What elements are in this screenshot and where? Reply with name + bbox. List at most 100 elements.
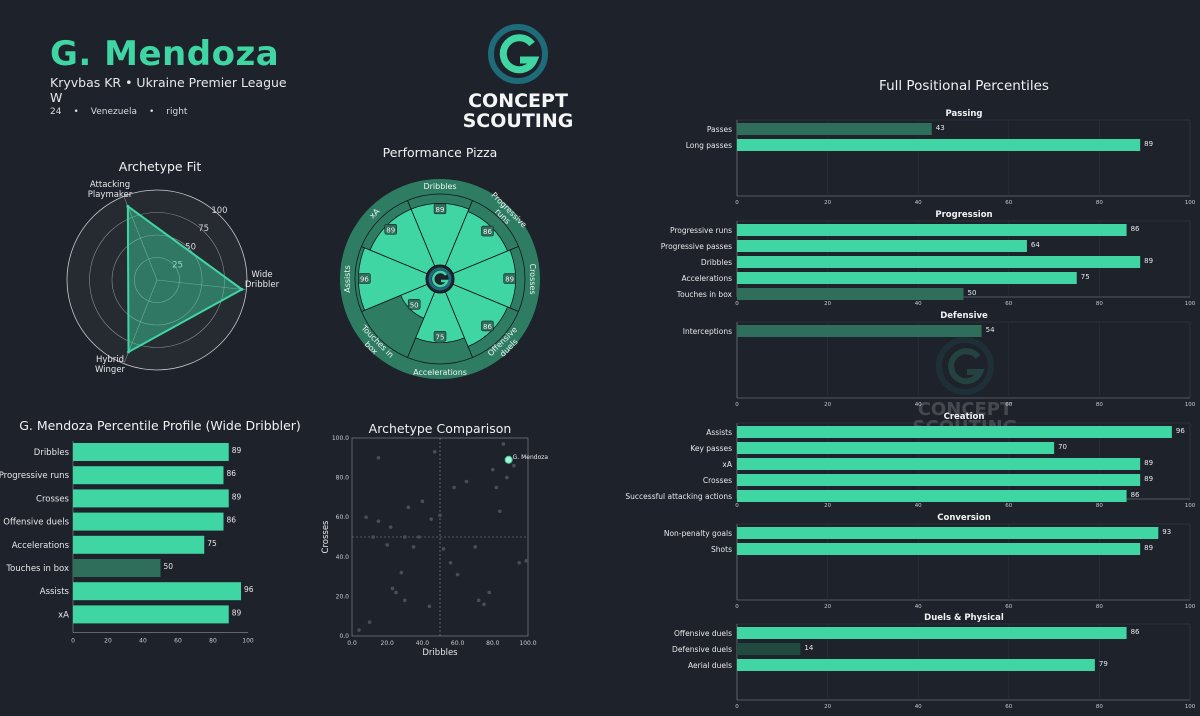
- performance-pizza-chart: Performance Pizza89Dribbles86Progressive…: [340, 145, 540, 379]
- scatter-xlabel: Dribbles: [422, 648, 458, 658]
- full-category-label: Successful attacking actions: [625, 492, 732, 501]
- scatter-x-tick: 0.0: [347, 640, 357, 647]
- profile-bar: [73, 605, 229, 624]
- full-tick-label: 60: [1005, 200, 1012, 206]
- full-group-title: Progression: [935, 210, 992, 220]
- scatter-point: [390, 586, 395, 591]
- profile-bar: [73, 443, 229, 461]
- full-category-label: xA: [722, 460, 732, 469]
- full-tick-label: 0: [735, 604, 739, 610]
- full-tick-label: 20: [824, 704, 831, 710]
- scatter-point: [385, 543, 389, 547]
- profile-value-label: 75: [207, 539, 217, 548]
- full-category-label: Progressive passes: [661, 242, 732, 251]
- full-tick-label: 20: [824, 200, 831, 206]
- full-bar: [737, 659, 1095, 671]
- full-tick-label: 20: [824, 301, 831, 307]
- scatter-point: [476, 598, 481, 603]
- watermark-word-1: CONCEPT: [918, 399, 1013, 420]
- scatter-point: [403, 598, 407, 603]
- pizza-value-box: [481, 320, 494, 332]
- profile-tick-label: 80: [209, 638, 217, 645]
- profile-bar: [73, 489, 229, 508]
- profile-value-label: 89: [232, 608, 242, 617]
- full-tick-label: 100: [1185, 503, 1196, 509]
- scatter-point: [371, 535, 375, 539]
- full-bar: [737, 490, 1127, 502]
- separator-dot: •: [148, 107, 155, 117]
- full-bar: [737, 139, 1141, 151]
- radar-ring-label: 100: [211, 206, 227, 216]
- profile-bar: [73, 512, 224, 531]
- pizza-value-box: [384, 224, 398, 235]
- full-tick-label: 40: [915, 604, 922, 610]
- profile-category-label: Accelerations: [12, 541, 70, 551]
- pizza-value-box: [433, 203, 447, 215]
- full-bar: [737, 474, 1141, 486]
- full-tick-label: 20: [824, 604, 831, 610]
- logo-word-1: CONCEPT: [468, 90, 568, 112]
- scatter-point: [357, 628, 361, 632]
- scatter-point: [441, 547, 446, 551]
- full-tick-label: 60: [1005, 604, 1012, 610]
- full-tick-label: 40: [915, 503, 922, 509]
- player-meta: 24 • Venezuela • right: [50, 107, 199, 117]
- full-tick-label: 20: [824, 402, 831, 408]
- radar-axis-label-line: Attacking: [90, 180, 130, 190]
- full-category-label: Offensive duels: [674, 629, 732, 638]
- scatter-point: [432, 450, 437, 454]
- full-category-label: Passes: [707, 125, 732, 134]
- full-category-label: Crosses: [703, 476, 732, 485]
- full-value-label: 89: [1144, 459, 1153, 467]
- radar-ring-label: 25: [172, 261, 183, 271]
- full-tick-label: 100: [1185, 301, 1196, 307]
- profile-category-label: Assists: [40, 587, 70, 597]
- player-nationality: Venezuela: [90, 107, 137, 117]
- full-bar: [737, 643, 801, 655]
- full-value-label: 50: [968, 289, 977, 297]
- pizza-slice-label-line: Dribbles: [423, 182, 456, 191]
- pizza-value-label: 89: [386, 226, 395, 234]
- watermark-g-icon: [948, 348, 985, 385]
- radar-ring-label: 75: [198, 224, 209, 234]
- pizza-slice-label-line: Crosses: [528, 263, 537, 294]
- full-value-label: 86: [1131, 491, 1140, 499]
- full-group-title: Duels & Physical: [924, 613, 1004, 623]
- pizza-value-label: 89: [436, 206, 445, 214]
- full-tick-label: 40: [915, 301, 922, 307]
- pizza-value-label: 89: [505, 276, 514, 284]
- full-tick-label: 0: [735, 402, 739, 408]
- scatter-point: [429, 517, 433, 521]
- full-bar: [737, 224, 1127, 236]
- full-value-label: 64: [1031, 241, 1040, 249]
- profile-value-label: 50: [164, 562, 174, 571]
- scatter-point: [482, 602, 486, 607]
- full-tick-label: 0: [735, 200, 739, 206]
- scatter-point: [494, 485, 499, 490]
- full-value-label: 54: [986, 326, 995, 334]
- scatter-ylabel: Crosses: [321, 520, 331, 554]
- separator-dot: •: [73, 107, 79, 117]
- full-value-label: 89: [1144, 475, 1153, 483]
- logo-ring-icon: [488, 24, 548, 84]
- full-value-label: 75: [1081, 273, 1090, 281]
- radar-axis-label-line: Playmaker: [88, 190, 133, 200]
- scatter-point: [399, 570, 404, 575]
- full-bar: [737, 325, 982, 337]
- scatter-point: [498, 509, 502, 514]
- scatter-point: [417, 535, 421, 539]
- scatter-point: [524, 558, 529, 563]
- pizza-label-group: Dribbles: [423, 182, 456, 191]
- radar-axis-label: Wide Dribbler: [245, 270, 280, 290]
- scatter-point: [464, 479, 469, 484]
- scatter-x-tick: 60.0: [451, 640, 465, 647]
- profile-tick-label: 20: [104, 638, 112, 645]
- scatter-x-tick: 100.0: [519, 640, 536, 647]
- scatter-x-tick: 20.0: [381, 640, 395, 647]
- full-tick-label: 40: [915, 402, 922, 408]
- profile-value-label: 89: [232, 492, 242, 501]
- full-tick-label: 100: [1185, 200, 1196, 206]
- radar-ring-label: 50: [185, 242, 196, 252]
- scatter-point: [438, 513, 442, 518]
- full-group-title: Passing: [946, 109, 983, 119]
